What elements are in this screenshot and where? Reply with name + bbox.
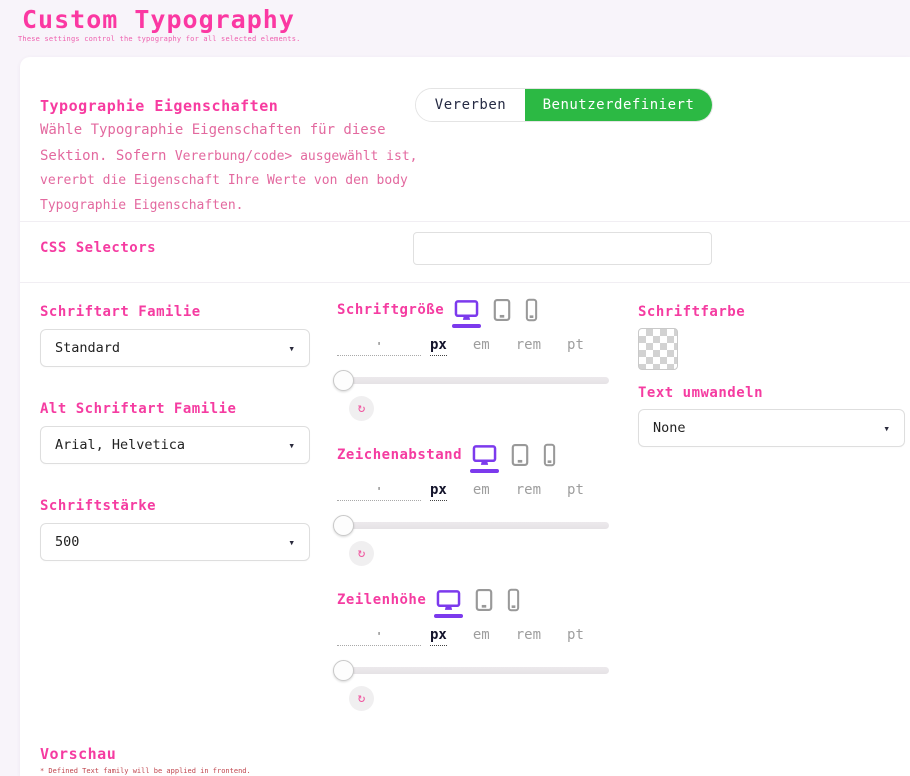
unit-switcher: px em rem pt <box>430 337 584 356</box>
device-switcher <box>452 297 538 328</box>
unit-rem[interactable]: rem <box>515 337 542 353</box>
slider-thumb[interactable] <box>333 660 354 681</box>
slider-track[interactable] <box>337 377 609 384</box>
unit-em[interactable]: em <box>472 482 490 498</box>
font-size-label: Schriftgröße <box>337 302 445 318</box>
letter-spacing-control: Zeichenabstand ' px em <box>333 439 609 566</box>
description-code: Vererbung/code> <box>174 148 293 164</box>
mobile-icon[interactable] <box>525 297 538 323</box>
preview-heading: Vorschau <box>40 745 117 763</box>
slider-track[interactable] <box>337 522 609 529</box>
text-transform-label: Text umwandeln <box>638 385 764 401</box>
font-family-label: Schriftart Familie <box>40 304 201 320</box>
line-height-value-input[interactable]: ' <box>337 630 421 646</box>
chevron-down-icon: ▾ <box>288 341 295 355</box>
css-selectors-label: CSS Selectors <box>40 240 157 256</box>
font-size-control: Schriftgröße ' px em <box>333 294 609 421</box>
font-family-value: Standard <box>55 340 121 356</box>
desktop-icon[interactable] <box>434 589 464 618</box>
line-height-label: Zeilenhöhe <box>337 592 427 608</box>
slider-track[interactable] <box>337 667 609 674</box>
unit-switcher: px em rem pt <box>430 482 584 501</box>
mobile-icon[interactable] <box>507 587 520 613</box>
chevron-down-icon: ▾ <box>883 421 890 435</box>
slider-thumb[interactable] <box>333 515 354 536</box>
unit-switcher: px em rem pt <box>430 627 584 646</box>
divider <box>20 282 910 283</box>
desktop-icon[interactable] <box>452 299 482 328</box>
unit-px[interactable]: px <box>430 627 447 646</box>
desktop-icon[interactable] <box>470 444 500 473</box>
mobile-icon[interactable] <box>543 442 556 468</box>
typography-properties-heading: Typographie Eigenschaften <box>40 97 279 115</box>
custom-button[interactable]: Benutzerdefiniert <box>525 89 712 121</box>
unit-px[interactable]: px <box>430 337 447 356</box>
preview-note: * Defined Text family will be applied in… <box>40 767 251 775</box>
device-switcher <box>470 442 556 473</box>
unit-rem[interactable]: rem <box>515 482 542 498</box>
typography-properties-description: Wähle Typographie Eigenschaften für dies… <box>40 118 436 218</box>
css-selectors-input[interactable] <box>413 232 712 265</box>
device-switcher <box>434 587 520 618</box>
letter-spacing-value-input[interactable]: ' <box>337 485 421 501</box>
line-height-slider[interactable] <box>333 660 609 681</box>
line-height-control: Zeilenhöhe ' px em <box>333 584 609 711</box>
font-family-select[interactable]: Standard ▾ <box>40 329 310 367</box>
reset-icon[interactable]: ↻ <box>349 686 374 711</box>
alt-font-family-select[interactable]: Arial, Helvetica ▾ <box>40 426 310 464</box>
slider-thumb[interactable] <box>333 370 354 391</box>
font-size-value-input[interactable]: ' <box>337 340 421 356</box>
font-color-label: Schriftfarbe <box>638 304 746 320</box>
unit-em[interactable]: em <box>472 337 490 353</box>
alt-font-family-label: Alt Schriftart Familie <box>40 401 237 417</box>
description-rest: ausgewählt ist, vererbt die Eigenschaft … <box>40 148 418 213</box>
reset-icon[interactable]: ↻ <box>349 396 374 421</box>
font-size-slider[interactable] <box>333 370 609 391</box>
letter-spacing-label: Zeichenabstand <box>337 447 463 463</box>
settings-card: Typographie Eigenschaften Wähle Typograp… <box>20 57 910 776</box>
font-weight-select[interactable]: 500 ▾ <box>40 523 310 561</box>
inherit-button[interactable]: Vererben <box>416 89 525 121</box>
font-weight-value: 500 <box>55 534 80 550</box>
unit-pt[interactable]: pt <box>567 482 584 498</box>
tablet-icon[interactable] <box>475 587 493 613</box>
unit-rem[interactable]: rem <box>515 627 542 643</box>
page-subtitle: These settings control the typography fo… <box>18 35 301 43</box>
unit-px[interactable]: px <box>430 482 447 501</box>
chevron-down-icon: ▾ <box>288 438 295 452</box>
inherit-custom-toggle: Vererben Benutzerdefiniert <box>415 88 713 122</box>
alt-font-family-value: Arial, Helvetica <box>55 437 186 453</box>
unit-pt[interactable]: pt <box>567 627 584 643</box>
reset-icon[interactable]: ↻ <box>349 541 374 566</box>
description-lead: Wähle Typographie Eigenschaften für dies… <box>40 122 386 164</box>
font-weight-label: Schriftstärke <box>40 498 157 514</box>
text-transform-select[interactable]: None ▾ <box>638 409 905 447</box>
letter-spacing-slider[interactable] <box>333 515 609 536</box>
tablet-icon[interactable] <box>511 442 529 468</box>
tablet-icon[interactable] <box>493 297 511 323</box>
page-title: Custom Typography <box>22 5 295 34</box>
divider <box>20 221 910 222</box>
unit-em[interactable]: em <box>472 627 490 643</box>
font-color-swatch[interactable] <box>638 328 678 370</box>
text-transform-value: None <box>653 420 686 436</box>
chevron-down-icon: ▾ <box>288 535 295 549</box>
unit-pt[interactable]: pt <box>567 337 584 353</box>
